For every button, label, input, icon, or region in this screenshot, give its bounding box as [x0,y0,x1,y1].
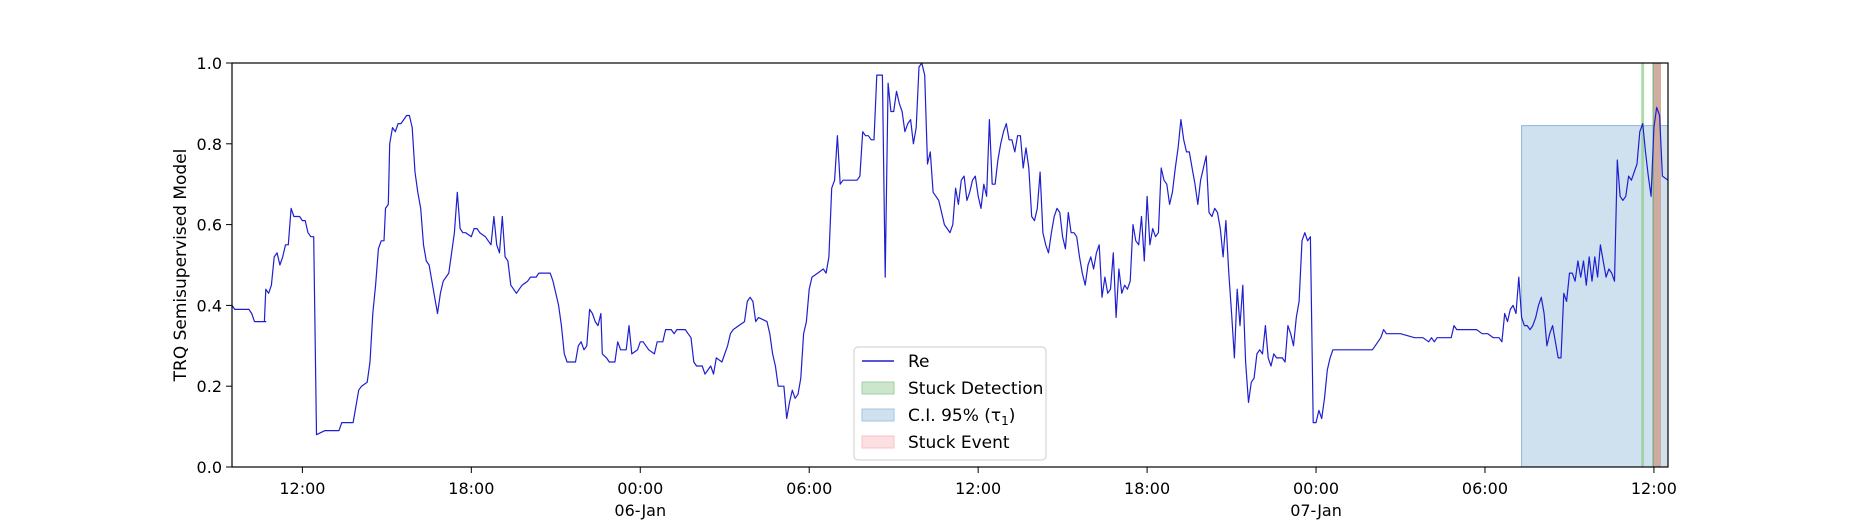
region-1 [1641,63,1645,467]
legend-patch-swatch [861,381,895,395]
y-tick-label: 0.6 [197,216,222,235]
y-tick-label: 0.2 [197,377,222,396]
series-line-0 [231,62,1669,436]
y-axis: 0.0 0.2 0.4 0.6 0.8 1.0 [197,54,232,477]
x-tick-label: 12:00 [279,479,325,498]
y-axis-label: TRQ Semisupervised Model [171,149,191,383]
legend-entry-label: C.I. 95% (τ1) [908,406,1015,428]
legend-patch-swatch [861,408,895,422]
shaded-regions [1521,63,1669,468]
legend-patch-swatch [861,435,895,449]
x-tick-label: 12:00 [955,479,1001,498]
x-tick-label: 00:00 07-Jan [1290,479,1342,520]
legend-entry-label: Stuck Detection [908,379,1043,399]
legend-entry-label: Stuck Event [908,433,1010,453]
legend-box [853,346,1047,461]
y-tick-label: 0.0 [197,458,222,477]
x-tick-label: 18:00 [1124,479,1170,498]
x-tick-label: 12:00 [1631,479,1677,498]
x-tick-label: 06:00 [1462,479,1508,498]
y-tick-label: 1.0 [197,54,222,73]
region-0 [1521,125,1669,468]
x-tick-label: 06:00 [786,479,832,498]
region-3 [1653,63,1661,467]
y-tick-label: 0.8 [197,135,222,154]
legend: Re Stuck Detection C.I. 95% (τ1) Stuck Even… [853,346,1047,461]
y-tick-label: 0.4 [197,296,222,315]
axes-frame [231,62,1669,468]
plot-area [231,62,1669,436]
legend-entry-label: Re [908,352,930,372]
x-tick-label: 18:00 [448,479,494,498]
